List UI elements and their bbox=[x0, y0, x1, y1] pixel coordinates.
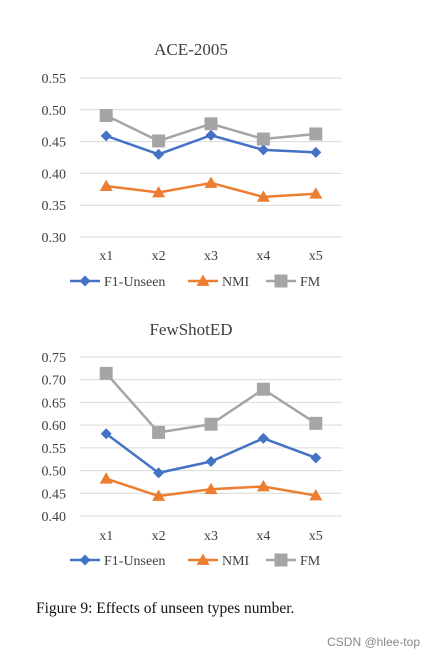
fewshoted-f1-unseen-point bbox=[100, 428, 112, 440]
ace-2005-title: ACE-2005 bbox=[154, 40, 228, 59]
watermark: CSDN @hlee-top bbox=[327, 635, 420, 649]
ace-2005-ytick-label: 0.45 bbox=[42, 136, 67, 151]
fewshoted-ytick-label: 0.70 bbox=[42, 374, 67, 389]
ace-2005-legend-fm-label: FM bbox=[300, 275, 321, 290]
ace-2005-xtick-label: x5 bbox=[309, 249, 323, 264]
fewshoted-ytick-label: 0.60 bbox=[42, 419, 67, 434]
fewshoted-xtick-label: x2 bbox=[152, 529, 166, 544]
ace-2005-legend-f1-unseen-label: F1-Unseen bbox=[104, 275, 165, 290]
fewshoted-fm-point bbox=[309, 416, 323, 430]
ace-2005-fm-point bbox=[152, 134, 166, 148]
fewshoted-ytick-label: 0.45 bbox=[42, 487, 67, 502]
fewshoted-legend-nmi-swatch-marker bbox=[196, 553, 210, 565]
ace-2005-ytick-label: 0.40 bbox=[42, 167, 67, 182]
fewshoted-xtick-label: x1 bbox=[99, 529, 113, 544]
ace-2005-ytick-label: 0.55 bbox=[42, 72, 67, 87]
fewshoted-legend-f1-unseen-swatch-marker bbox=[79, 554, 91, 566]
ace-2005-f1-unseen-point bbox=[153, 148, 165, 160]
ace-2005-fm-point bbox=[99, 109, 113, 123]
ace-2005-nmi-point bbox=[309, 187, 323, 199]
fewshoted-ytick-label: 0.65 bbox=[42, 396, 67, 411]
fewshoted-ytick-label: 0.40 bbox=[42, 510, 67, 525]
ace-2005-f1-unseen-point bbox=[100, 130, 112, 142]
fewshoted-fm-point bbox=[99, 366, 113, 380]
fewshoted-title: FewShotED bbox=[149, 320, 232, 339]
ace-2005-xtick-label: x1 bbox=[99, 249, 113, 264]
fewshoted-chart: FewShotED 0.40 0.45 0.50 0.55 0.60 0.65 0.70 0.7… bbox=[42, 320, 342, 569]
fewshoted-xtick-label: x3 bbox=[204, 529, 218, 544]
ace-2005-nmi-point bbox=[256, 190, 270, 202]
fewshoted-fm-point bbox=[256, 382, 270, 396]
ace-2005-fm-point bbox=[256, 132, 270, 146]
fewshoted-legend-fm-label: FM bbox=[300, 554, 321, 569]
fewshoted-f1-unseen-point bbox=[205, 455, 217, 467]
ace-2005-xtick-label: x2 bbox=[152, 249, 166, 264]
ace-2005-ytick-label: 0.50 bbox=[42, 104, 67, 119]
ace-2005-fm-point bbox=[309, 127, 323, 141]
fewshoted-xtick-label: x5 bbox=[309, 529, 323, 544]
ace-2005-ytick-label: 0.30 bbox=[42, 231, 67, 246]
ace-2005-xtick-label: x4 bbox=[256, 249, 270, 264]
figure-caption: Figure 9: Effects of unseen types number… bbox=[36, 600, 295, 617]
ace-2005-nmi-point bbox=[99, 179, 113, 191]
fewshoted-f1-unseen-point bbox=[310, 452, 322, 464]
ace-2005-fm-point bbox=[204, 117, 218, 131]
fewshoted-ytick-label: 0.55 bbox=[42, 442, 67, 457]
ace-2005-nmi-point bbox=[152, 185, 166, 198]
fewshoted-nmi-point bbox=[309, 489, 323, 501]
ace-2005-xtick-label: x3 bbox=[204, 249, 218, 264]
fewshoted-nmi-point bbox=[152, 489, 166, 501]
ace-2005-f1-unseen-point bbox=[257, 144, 269, 156]
ace-2005-ytick-label: 0.35 bbox=[42, 199, 67, 214]
fewshoted-nmi-point bbox=[256, 479, 270, 492]
fewshoted-legend-f1-unseen-label: F1-Unseen bbox=[104, 554, 165, 569]
fewshoted-legend-nmi-label: NMI bbox=[222, 554, 250, 569]
fewshoted-ytick-label: 0.75 bbox=[42, 351, 67, 366]
ace-2005-legend-nmi-swatch-marker bbox=[196, 274, 210, 286]
ace-2005-f1-unseen-point bbox=[205, 129, 217, 141]
fewshoted-f1-unseen-point bbox=[257, 432, 269, 444]
fewshoted-xtick-label: x4 bbox=[256, 529, 270, 544]
fewshoted-nmi-point bbox=[204, 482, 218, 495]
ace-2005-nmi-point bbox=[204, 176, 218, 188]
ace-2005-chart: ACE-2005 0.30 0.35 0.40 0.45 0.50 0.55 x1 x2 x3 x4… bbox=[42, 40, 342, 290]
ace-2005-legend-fm-swatch-marker bbox=[274, 274, 288, 288]
fewshoted-f1-unseen-point bbox=[153, 467, 165, 479]
fewshoted-fm-point bbox=[204, 417, 218, 431]
fewshoted-nmi-point bbox=[99, 472, 113, 484]
fewshoted-ytick-label: 0.50 bbox=[42, 465, 67, 480]
ace-2005-legend-nmi-label: NMI bbox=[222, 275, 250, 290]
ace-2005-f1-unseen-point bbox=[310, 146, 322, 158]
ace-2005-legend-f1-unseen-swatch-marker bbox=[79, 275, 91, 287]
fewshoted-fm-point bbox=[152, 425, 166, 439]
fewshoted-legend-fm-swatch-marker bbox=[274, 553, 288, 567]
